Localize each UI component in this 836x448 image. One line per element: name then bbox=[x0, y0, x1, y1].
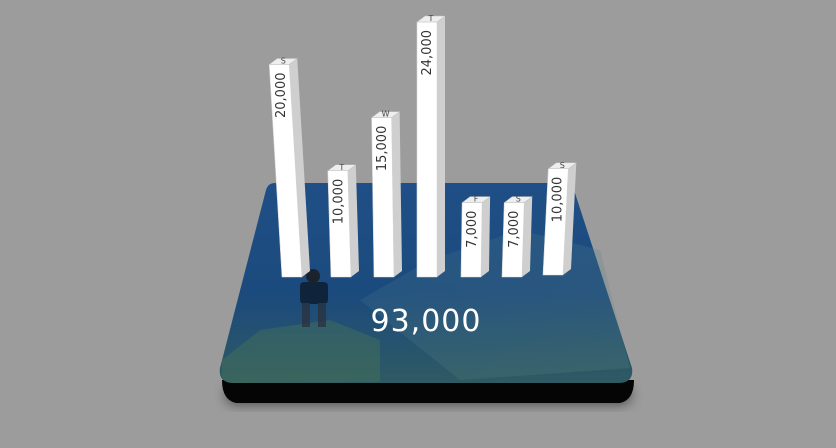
background-photo-grass bbox=[221, 320, 380, 383]
bar-side bbox=[391, 111, 402, 277]
bar-side bbox=[289, 58, 310, 277]
bar-top bbox=[327, 164, 357, 171]
bar-top bbox=[370, 111, 401, 118]
category-label: T bbox=[338, 163, 344, 172]
hiker-figure bbox=[300, 269, 328, 327]
category-label: S bbox=[560, 161, 565, 170]
value-label: 20,000 bbox=[274, 73, 289, 119]
value-label: 24,000 bbox=[420, 30, 435, 76]
value-label: 7,000 bbox=[465, 211, 480, 248]
bar-side bbox=[437, 16, 445, 277]
value-label: 10,000 bbox=[331, 179, 346, 225]
value-label: 7,000 bbox=[507, 211, 522, 248]
category-label: W bbox=[382, 110, 390, 119]
bar-side bbox=[481, 196, 491, 277]
total-label: 93,000 bbox=[371, 304, 482, 339]
bar: S 7,000 bbox=[501, 195, 533, 278]
bar-top bbox=[416, 15, 446, 23]
bar-top bbox=[503, 196, 533, 203]
bar: S 10,000 bbox=[542, 161, 578, 276]
bar-series: S 20,000 T 10,000 W 15,000 T 24,000 F 7,000 S 7,000… bbox=[268, 14, 578, 278]
bar-side bbox=[563, 162, 577, 275]
value-label: 10,000 bbox=[551, 177, 566, 223]
bar-side bbox=[522, 196, 533, 277]
bar-side bbox=[347, 164, 359, 277]
bar-top bbox=[547, 162, 578, 169]
bar: T 24,000 bbox=[416, 14, 446, 278]
bar: W 15,000 bbox=[370, 110, 402, 278]
bar: T 10,000 bbox=[327, 163, 359, 278]
category-label: S bbox=[516, 195, 521, 204]
bar: F 7,000 bbox=[460, 195, 491, 278]
bar: S 20,000 bbox=[268, 57, 310, 278]
category-label: S bbox=[281, 57, 286, 66]
category-label: T bbox=[428, 14, 434, 23]
value-label: 15,000 bbox=[375, 126, 390, 172]
category-label: F bbox=[474, 195, 479, 204]
platform-base bbox=[222, 380, 634, 403]
bar-top bbox=[268, 58, 298, 65]
bar-top bbox=[461, 196, 491, 203]
